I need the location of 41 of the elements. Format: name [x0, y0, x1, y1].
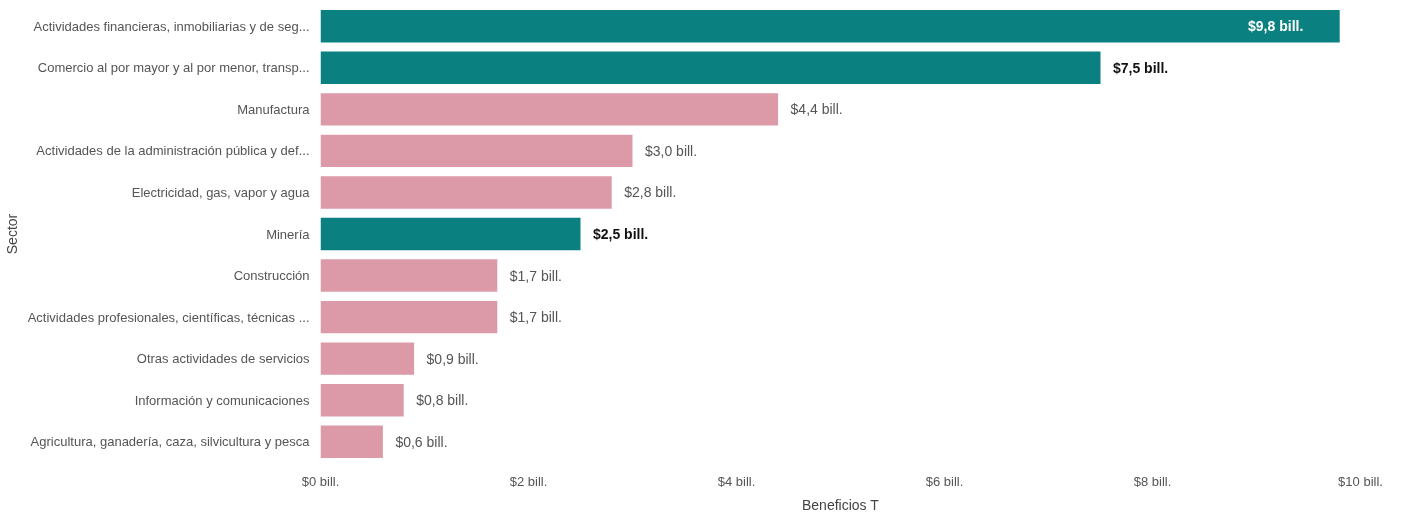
x-axis-title: Beneficios T — [801, 496, 880, 513]
y-tick-label: Comercio al por mayor y al por menor, transp... — [37, 60, 310, 76]
data-label: $2,8 bill. — [624, 184, 677, 201]
y-tick-label: Manufactura — [237, 101, 311, 117]
bar — [320, 51, 1101, 85]
bar — [320, 259, 498, 292]
data-label: $0,6 bill. — [395, 433, 448, 450]
x-tick-label: $4 bill. — [717, 473, 756, 489]
bar — [320, 342, 415, 375]
data-label: $7,5 bill. — [1112, 59, 1169, 76]
bar — [320, 10, 1340, 43]
bar — [320, 383, 404, 417]
y-tick-label: Electricidad, gas, vapor y agua — [131, 184, 311, 200]
data-label: $0,8 bill. — [416, 392, 469, 409]
x-tick-label: $0 bill. — [301, 473, 340, 489]
y-tick-label: Actividades profesionales, científicas, técnicas ... — [27, 309, 310, 325]
bar — [320, 425, 383, 458]
bar — [320, 176, 612, 209]
data-label: $3,0 bill. — [644, 142, 698, 159]
x-tick-label: $6 bill. — [925, 473, 964, 489]
y-tick-label: Información y comunicaciones — [134, 392, 310, 408]
x-tick-label: $10 bill. — [1338, 473, 1383, 489]
y-tick-label: Minería — [266, 226, 311, 242]
y-axis-title: Sector — [3, 213, 20, 255]
bar — [320, 93, 779, 126]
x-tick-label: $8 bill. — [1133, 473, 1172, 489]
data-label: $9,8 bill. — [1248, 18, 1304, 35]
y-tick-label: Agricultura, ganadería, caza, silvicultura y pesca — [30, 434, 311, 450]
data-label: $1,7 bill. — [509, 309, 562, 326]
y-tick-label: Construcción — [233, 268, 310, 284]
y-tick-label: Actividades financieras, inmobiliarias y de seg... — [33, 18, 310, 34]
bar — [320, 217, 581, 251]
data-label: $0,9 bill. — [426, 350, 479, 367]
bar — [320, 134, 633, 168]
y-tick-label: Otras actividades de servicios — [136, 351, 310, 367]
y-tick-label: Actividades de la administración pública y def... — [36, 143, 310, 159]
data-label: $2,5 bill. — [592, 226, 649, 242]
x-tick-label: $2 bill. — [509, 473, 548, 489]
data-label: $4,4 bill. — [790, 101, 843, 118]
bar — [320, 300, 498, 334]
data-label: $1,7 bill. — [509, 267, 562, 284]
